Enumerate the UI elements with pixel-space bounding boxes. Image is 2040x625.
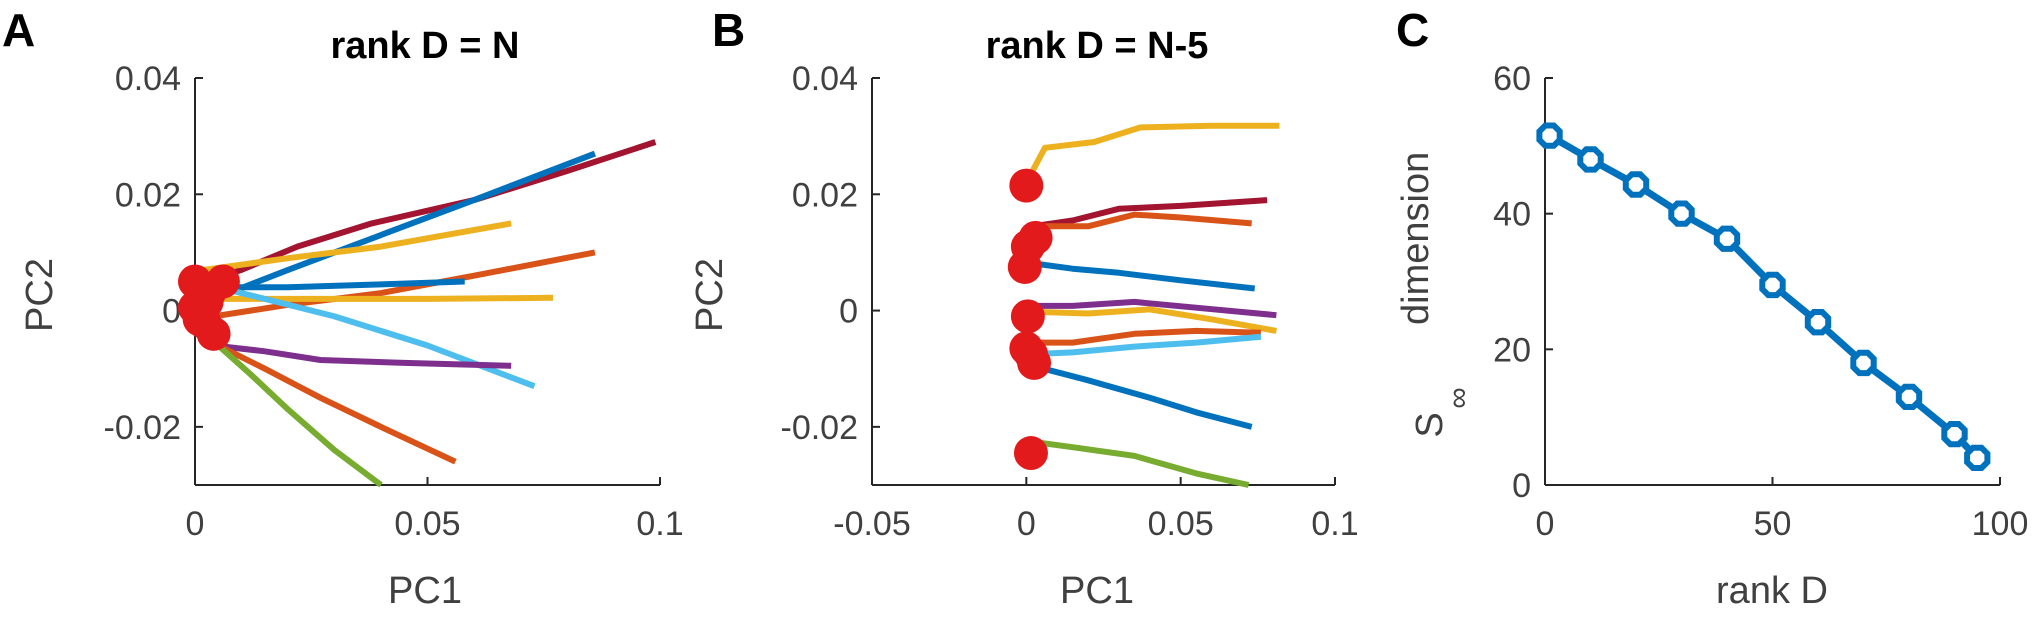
panel-c-ylabel-main: S: [1409, 412, 1451, 437]
panel-b-start-marker: [1010, 299, 1045, 334]
panel-a-series-line: [216, 343, 383, 488]
panel-b-xlabel: PC1: [1060, 570, 1134, 612]
panel-a-xlabel: PC1: [388, 570, 462, 612]
panel-c-letter: C: [1396, 4, 1429, 56]
panel-c-ylabel: S ∞ dimension: [1395, 152, 1475, 438]
panel-a-y-tick-label: -0.02: [104, 409, 182, 447]
panel-b-x-tick-label: 0.05: [1148, 505, 1214, 543]
panel-b-x-tick-label: 0: [1017, 505, 1036, 543]
panel-c-ylabel-sub: ∞: [1442, 387, 1475, 408]
panel-c-data-point: [1895, 383, 1923, 410]
panel-b-y-tick-label: 0.02: [792, 176, 858, 214]
panel-c-y-tick-label: 20: [1493, 331, 1531, 369]
panel-b-series-line: [1029, 259, 1256, 292]
panel-c-y-tick-label: 40: [1493, 196, 1531, 234]
panel-b-y-tick-label: 0: [839, 293, 858, 331]
panel-c-x-tick-label: 50: [1754, 505, 1792, 543]
panel-b-series-line: [1032, 327, 1261, 346]
panel-b-y-tick-label: 0.04: [792, 60, 858, 98]
panel-a-series-line: [216, 342, 457, 465]
panel-a-start-marker: [191, 276, 226, 311]
panel-b-series-line: [1023, 122, 1280, 185]
panel-c-x-tick-label: 100: [1972, 505, 2029, 543]
panel-a-x-tick-label: 0: [186, 505, 205, 543]
panel-b-start-marker: [1017, 345, 1052, 380]
panel-c: C rank D S ∞ dimension 0 50 100 0 20 40 60: [1395, 4, 2028, 612]
panel-b-x-tick-label: -0.05: [833, 505, 911, 543]
panel-a: A rank D = N PC1 PC2 0 0.05 0.1 -0.02 0 0.02 0…: [2, 4, 684, 612]
panel-b-series-line: [1031, 362, 1253, 430]
panel-c-xlabel: rank D: [1716, 570, 1828, 612]
panel-a-ylabel: PC2: [19, 258, 61, 332]
panel-c-data-point: [1577, 146, 1604, 173]
panel-c-ylabel-rest: dimension: [1395, 152, 1437, 325]
panel-a-letter: A: [2, 4, 35, 56]
panel-b-series-line: [1032, 306, 1277, 334]
panel-b-series-line: [1032, 211, 1252, 230]
panel-b-series-line: [1029, 438, 1250, 488]
panel-a-y-tick-label: 0.02: [115, 176, 181, 214]
panel-b-series-line: [1032, 298, 1277, 319]
panel-b-start-marker: [1018, 220, 1053, 255]
panel-b-series-line: [1029, 333, 1262, 358]
panel-b-series-line: [1032, 197, 1268, 230]
panel-a-y-tick-label: 0: [162, 293, 181, 331]
panel-b-title: rank D = N-5: [986, 25, 1209, 67]
panel-a-x-tick-label: 0.1: [636, 505, 683, 543]
panel-b-start-marker: [1007, 249, 1042, 284]
panel-a-start-marker: [182, 302, 217, 337]
panel-a-x-tick-label: 0.05: [394, 505, 460, 543]
panel-a-series-line: [213, 278, 465, 291]
panel-c-data-point: [1668, 200, 1695, 227]
panel-b: B rank D = N-5 PC1 PC2 -0.05 0 0.05 0.1 -0.0…: [689, 4, 1359, 612]
panel-a-series-line: [212, 150, 596, 302]
panel-b-x-tick-label: 0.1: [1311, 505, 1358, 543]
panel-a-y-tick-label: 0.04: [115, 60, 181, 98]
panel-c-data-point: [1941, 421, 1968, 448]
panel-c-data-point: [1759, 271, 1786, 299]
panel-b-y-tick-label: -0.02: [781, 409, 859, 447]
panel-c-y-tick-label: 0: [1512, 467, 1531, 505]
panel-c-data-point: [1713, 225, 1741, 252]
panel-a-series-line: [203, 220, 512, 273]
panel-b-start-marker: [1009, 168, 1044, 203]
panel-a-series-line: [213, 342, 512, 369]
panel-c-data-point: [1622, 171, 1650, 198]
panel-c-data-point: [1850, 349, 1877, 377]
panel-a-series-line: [203, 139, 657, 285]
panel-c-y-tick-label: 60: [1493, 60, 1531, 98]
panel-a-series-line: [217, 284, 536, 390]
panel-a-title: rank D = N: [330, 25, 519, 67]
panel-b-start-marker: [1013, 436, 1048, 471]
panel-c-data-point: [1536, 122, 1563, 149]
panel-b-letter: B: [712, 4, 745, 56]
panel-c-data-point: [1964, 444, 1991, 471]
panel-c-x-tick-label: 0: [1536, 505, 1555, 543]
panel-c-data-point: [1804, 309, 1832, 336]
panel-b-ylabel: PC2: [689, 258, 731, 332]
panel-a-series-line: [213, 249, 596, 320]
